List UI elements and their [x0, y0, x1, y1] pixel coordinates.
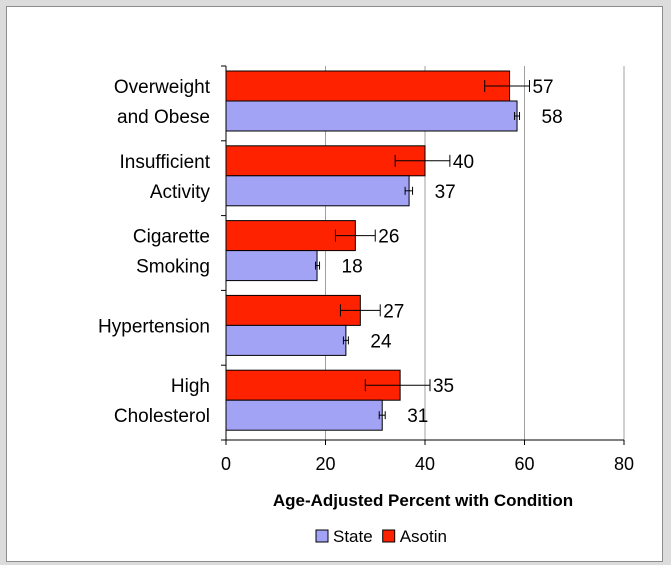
category-label-0-0: Overweight	[114, 77, 211, 98]
x-tick-label-40: 40	[415, 454, 435, 474]
bar-asotin-3	[225, 294, 361, 326]
category-label-2-0: Cigarette	[133, 227, 210, 248]
category-label-4-1: Cholesterol	[114, 406, 210, 427]
data-label-state-2: 18	[342, 257, 363, 278]
data-label-asotin-0: 57	[532, 77, 553, 98]
x-tick-label-0: 0	[221, 454, 231, 474]
bar-asotin-0	[225, 70, 511, 102]
x-tick-label-60: 60	[514, 454, 534, 474]
bar-state-1	[225, 175, 410, 207]
bar-state-2	[225, 250, 318, 282]
category-label-1-1: Activity	[150, 182, 211, 203]
category-label-4-0: High	[171, 376, 210, 397]
x-tick-label-80: 80	[614, 454, 634, 474]
data-label-state-3: 24	[370, 331, 392, 352]
data-label-state-4: 31	[407, 406, 428, 427]
x-axis-title: Age-Adjusted Percent with Condition	[273, 491, 573, 510]
data-label-asotin-3: 27	[383, 301, 404, 322]
x-tick-label-20: 20	[315, 454, 335, 474]
legend-label-asotin: Asotin	[400, 527, 447, 546]
category-label-0-1: and Obese	[117, 107, 210, 128]
category-label-1-0: Insufficient	[120, 152, 211, 173]
legend-swatch-state	[315, 529, 329, 543]
chart-frame: 57 58 Overweight and Obese 40 37 Insufficient A…	[6, 6, 663, 562]
bar-state-3	[225, 324, 347, 356]
bar-state-0	[225, 100, 518, 132]
category-label-2-1: Smoking	[136, 257, 210, 278]
data-label-asotin-2: 26	[378, 227, 399, 248]
bar-state-4	[225, 399, 383, 431]
data-label-asotin-4: 35	[433, 376, 454, 397]
legend-swatch-asotin	[382, 529, 396, 543]
category-label-3-0: Hypertension	[98, 316, 210, 337]
legend-label-state: State	[333, 527, 373, 546]
data-label-asotin-1: 40	[453, 152, 474, 173]
data-label-state-0: 58	[542, 107, 563, 128]
chart-svg: 57 58 Overweight and Obese 40 37 Insufficient A…	[98, 65, 634, 546]
data-label-state-1: 37	[435, 182, 456, 203]
